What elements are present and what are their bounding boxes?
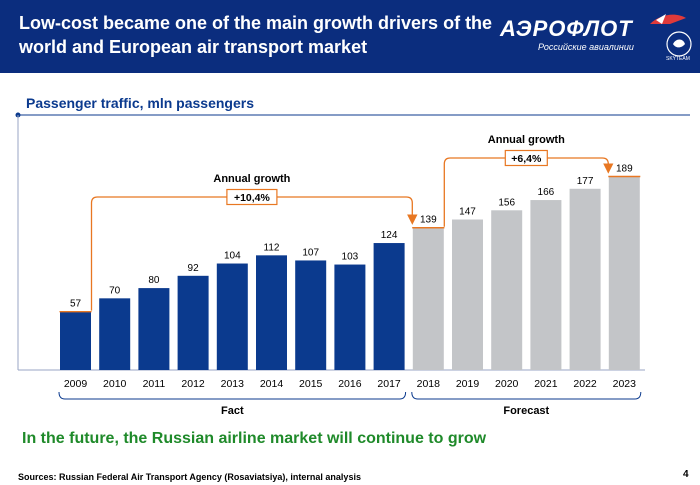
- value-label-2011: 80: [148, 275, 160, 286]
- value-label-2014: 112: [264, 242, 280, 253]
- value-label-2010: 70: [109, 285, 121, 296]
- x-tick-2017: 2017: [377, 378, 401, 390]
- bar-2009: [60, 311, 91, 370]
- bar-2021: [530, 200, 562, 370]
- value-label-2021: 166: [538, 187, 555, 198]
- aeroflot-logo: АЭРОФЛОТ Российские авиалинии SKYTEAM: [498, 10, 694, 64]
- skyteam-emblem-icon: SKYTEAM: [650, 14, 692, 62]
- bar-2022: [569, 188, 601, 370]
- x-tick-2016: 2016: [338, 378, 362, 390]
- value-label-2022: 177: [577, 176, 594, 187]
- bar-2020: [491, 210, 523, 370]
- value-label-2009: 57: [70, 299, 82, 310]
- bar-2013: [216, 263, 248, 370]
- group-label-fact: Fact: [221, 405, 244, 417]
- x-tick-2019: 2019: [456, 378, 480, 390]
- growth-title-1: Annual growth: [213, 173, 290, 185]
- x-tick-2009: 2009: [64, 378, 88, 390]
- slide-title: Low-cost became one of the main growth d…: [19, 13, 493, 57]
- group-bracket-forecast: [411, 391, 642, 400]
- x-tick-2021: 2021: [534, 378, 558, 390]
- group-label-forecast: Forecast: [503, 405, 549, 417]
- skyteam-badge: SKYTEAM: [666, 56, 690, 62]
- x-tick-2018: 2018: [417, 378, 441, 390]
- x-tick-2022: 2022: [573, 378, 597, 390]
- bar-2017: [373, 243, 405, 370]
- x-tick-2023: 2023: [613, 378, 637, 390]
- chart-subtitle: Passenger traffic, mln passengers: [26, 95, 254, 111]
- value-label-2017: 124: [381, 230, 398, 241]
- value-label-2019: 147: [459, 207, 476, 218]
- group-bracket-fact: [58, 391, 407, 400]
- page-number: 4: [683, 469, 689, 480]
- bar-2010: [99, 298, 131, 370]
- bar-2012: [177, 275, 209, 370]
- logo-subtext: Российские авиалинии: [538, 42, 634, 52]
- lead-statement: In the future, the Russian airline marke…: [22, 430, 487, 447]
- sources-note: Sources: Russian Federal Air Transport A…: [18, 472, 361, 482]
- bar-2014: [256, 255, 287, 370]
- value-label-2012: 92: [188, 263, 200, 274]
- x-tick-2010: 2010: [103, 378, 127, 390]
- x-tick-2015: 2015: [299, 378, 323, 390]
- growth-title-2: Annual growth: [488, 134, 565, 146]
- bar-2019: [452, 219, 483, 370]
- bar-2015: [295, 260, 327, 370]
- value-label-2020: 156: [498, 197, 515, 208]
- logo-text: АЭРОФЛОТ: [500, 16, 633, 41]
- value-label-2018: 139: [420, 215, 437, 226]
- growth-rate-1: +10,4%: [234, 192, 271, 204]
- growth-rate-box-2: [504, 149, 548, 167]
- x-tick-2020: 2020: [495, 378, 519, 390]
- header-bar: Low-cost became one of the main growth d…: [0, 0, 700, 73]
- value-label-2013: 104: [224, 251, 241, 262]
- x-tick-2012: 2012: [181, 378, 205, 390]
- bar-2018: [412, 227, 444, 370]
- x-tick-2013: 2013: [221, 378, 245, 390]
- growth-rate-2: +6,4%: [511, 153, 542, 165]
- bar-2016: [334, 264, 366, 370]
- growth-rate-box-1: [226, 188, 278, 206]
- value-label-2023: 189: [616, 164, 633, 175]
- bar-2011: [138, 288, 170, 370]
- x-tick-2011: 2011: [143, 378, 166, 390]
- x-tick-2014: 2014: [260, 378, 284, 390]
- bar-2023: [608, 176, 640, 370]
- value-label-2016: 103: [342, 252, 359, 263]
- value-label-2015: 107: [302, 247, 319, 258]
